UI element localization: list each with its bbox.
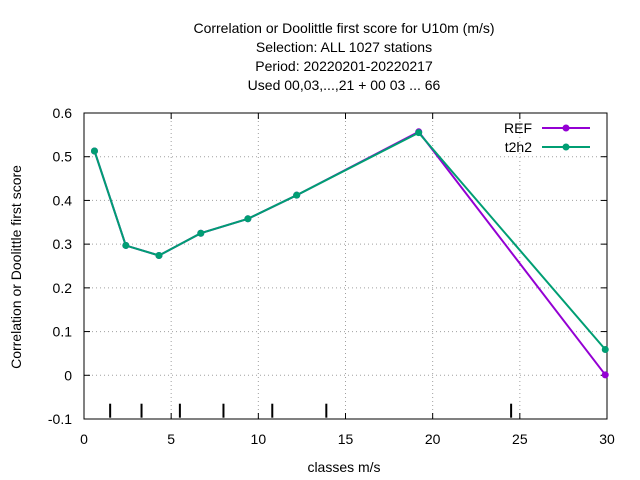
y-tick-label: 0.6 (53, 105, 73, 121)
x-tick-label: 15 (338, 431, 354, 447)
series-ref (90, 128, 609, 379)
data-point (155, 252, 163, 260)
data-point (90, 147, 98, 155)
y-axis-label: Correlation or Doolittle first score (8, 165, 24, 369)
x-tick-label: 5 (167, 431, 175, 447)
title-line-2: Selection: ALL 1027 stations (256, 39, 432, 55)
data-point (415, 129, 423, 137)
y-tick-label: 0.5 (53, 149, 73, 165)
x-tick-label: 10 (251, 431, 267, 447)
title-line-3: Period: 20220201-20220217 (255, 58, 433, 74)
legend-marker (562, 143, 570, 151)
x-axis: 0 5 10 15 20 25 30 (80, 113, 615, 447)
legend: REF t2h2 (504, 120, 590, 155)
series-t2h2 (90, 129, 609, 353)
data-point (122, 241, 130, 249)
x-tick-label: 20 (425, 431, 441, 447)
class-boundary-marks (109, 403, 513, 418)
data-point (293, 191, 301, 199)
data-point (601, 371, 609, 379)
y-tick-label: 0.2 (53, 280, 73, 296)
y-tick-label: -0.1 (48, 411, 72, 427)
y-tick-label: 0.4 (53, 192, 73, 208)
title-line-1: Correlation or Doolittle first score for… (193, 20, 494, 36)
legend-label: REF (504, 120, 532, 136)
y-tick-label: 0.3 (53, 236, 73, 252)
chart-title: Correlation or Doolittle first score for… (193, 20, 494, 93)
x-axis-label: classes m/s (307, 459, 380, 475)
data-point (601, 345, 609, 353)
y-axis: -0.1 0 0.1 0.2 0.3 0.4 0.5 0.6 (48, 105, 607, 427)
y-tick-label: 0 (64, 367, 72, 383)
series-layer (90, 128, 609, 379)
y-tick-label: 0.1 (53, 324, 73, 340)
data-point (197, 229, 205, 237)
x-tick-label: 0 (80, 431, 88, 447)
data-point (244, 215, 252, 223)
legend-marker (562, 124, 570, 132)
legend-label: t2h2 (505, 139, 532, 155)
x-tick-label: 25 (512, 431, 528, 447)
series-line (93, 131, 607, 351)
grid-lines (84, 113, 607, 419)
x-tick-label: 30 (599, 431, 615, 447)
title-line-4: Used 00,03,...,21 + 00 03 ... 66 (248, 77, 441, 93)
